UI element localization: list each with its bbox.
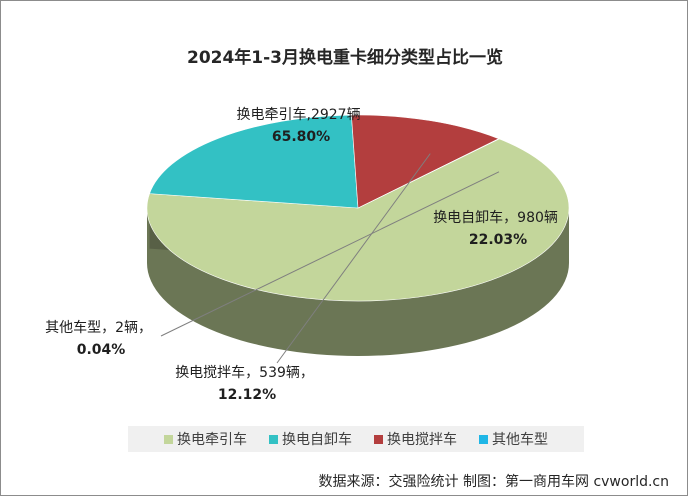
leader-line-3: [160, 171, 500, 337]
data-label-slice-0: 换电牵引车,2927辆 65.80%: [237, 106, 366, 145]
source-note: 数据来源：交强险统计 制图：第一商用车网 cvworld.cn: [318, 474, 669, 490]
legend-item: 其他车型: [479, 429, 548, 449]
pie-slices: [146, 114, 570, 302]
legend: 换电牵引车 换电自卸车 换电搅拌车 其他车型: [128, 426, 584, 452]
data-label-slice-1: 换电自卸车，980辆 22.03%: [433, 209, 563, 248]
pie-slice-0: [146, 138, 570, 302]
legend-swatch: [164, 434, 173, 444]
legend-swatch: [269, 434, 278, 444]
pie-slice-1: [149, 114, 359, 209]
chart-title: 2024年1-3月换电重卡细分类型占比一览: [186, 48, 504, 68]
data-label-slice-3: 其他车型，2辆， 0.04%: [45, 319, 157, 358]
leader-lines: [160, 153, 500, 364]
legend-swatch: [479, 434, 488, 444]
legend-swatch: [374, 434, 383, 444]
legend-label: 换电搅拌车: [387, 432, 457, 448]
legend-item: 换电牵引车: [164, 429, 247, 449]
legend-item: 换电自卸车: [269, 429, 352, 449]
legend-label: 其他车型: [492, 432, 548, 448]
legend-label: 换电牵引车: [177, 432, 247, 448]
pie-slice-3: [357, 138, 500, 209]
leader-line-2: [276, 153, 431, 364]
data-label-slice-2: 换电搅拌车，539辆， 12.12%: [175, 364, 319, 403]
pie-side-0: [147, 208, 569, 356]
legend-item: 换电搅拌车: [374, 429, 457, 449]
legend-label: 换电自卸车: [282, 432, 352, 448]
